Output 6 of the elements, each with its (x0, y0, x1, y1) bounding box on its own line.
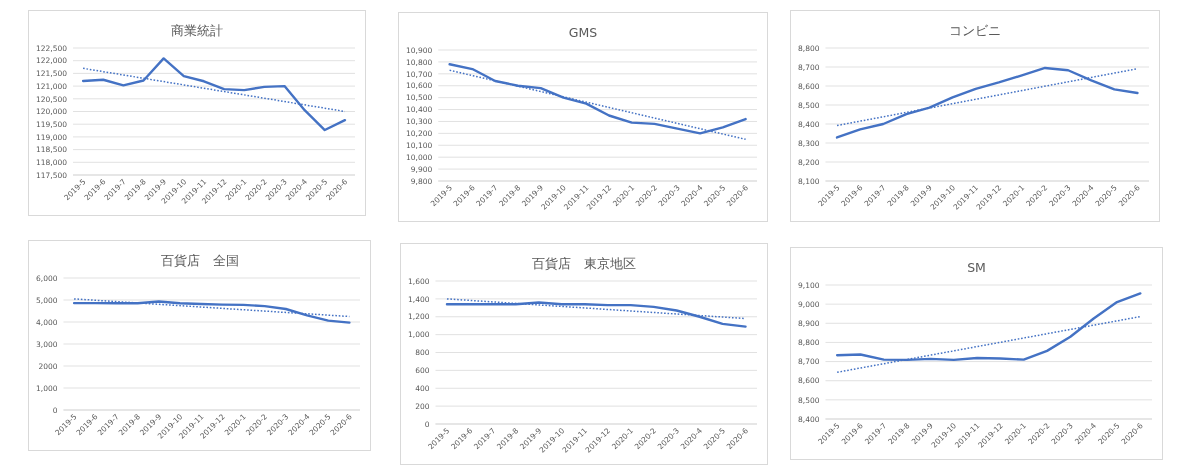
title: 百貨店 東京地区 (532, 256, 636, 271)
title: GMS (568, 25, 598, 40)
title: コンビニ (949, 23, 1001, 38)
title: SM (967, 260, 986, 275)
title: 百貨店 全国 (160, 253, 239, 268)
title: 商業統計 (171, 23, 223, 38)
